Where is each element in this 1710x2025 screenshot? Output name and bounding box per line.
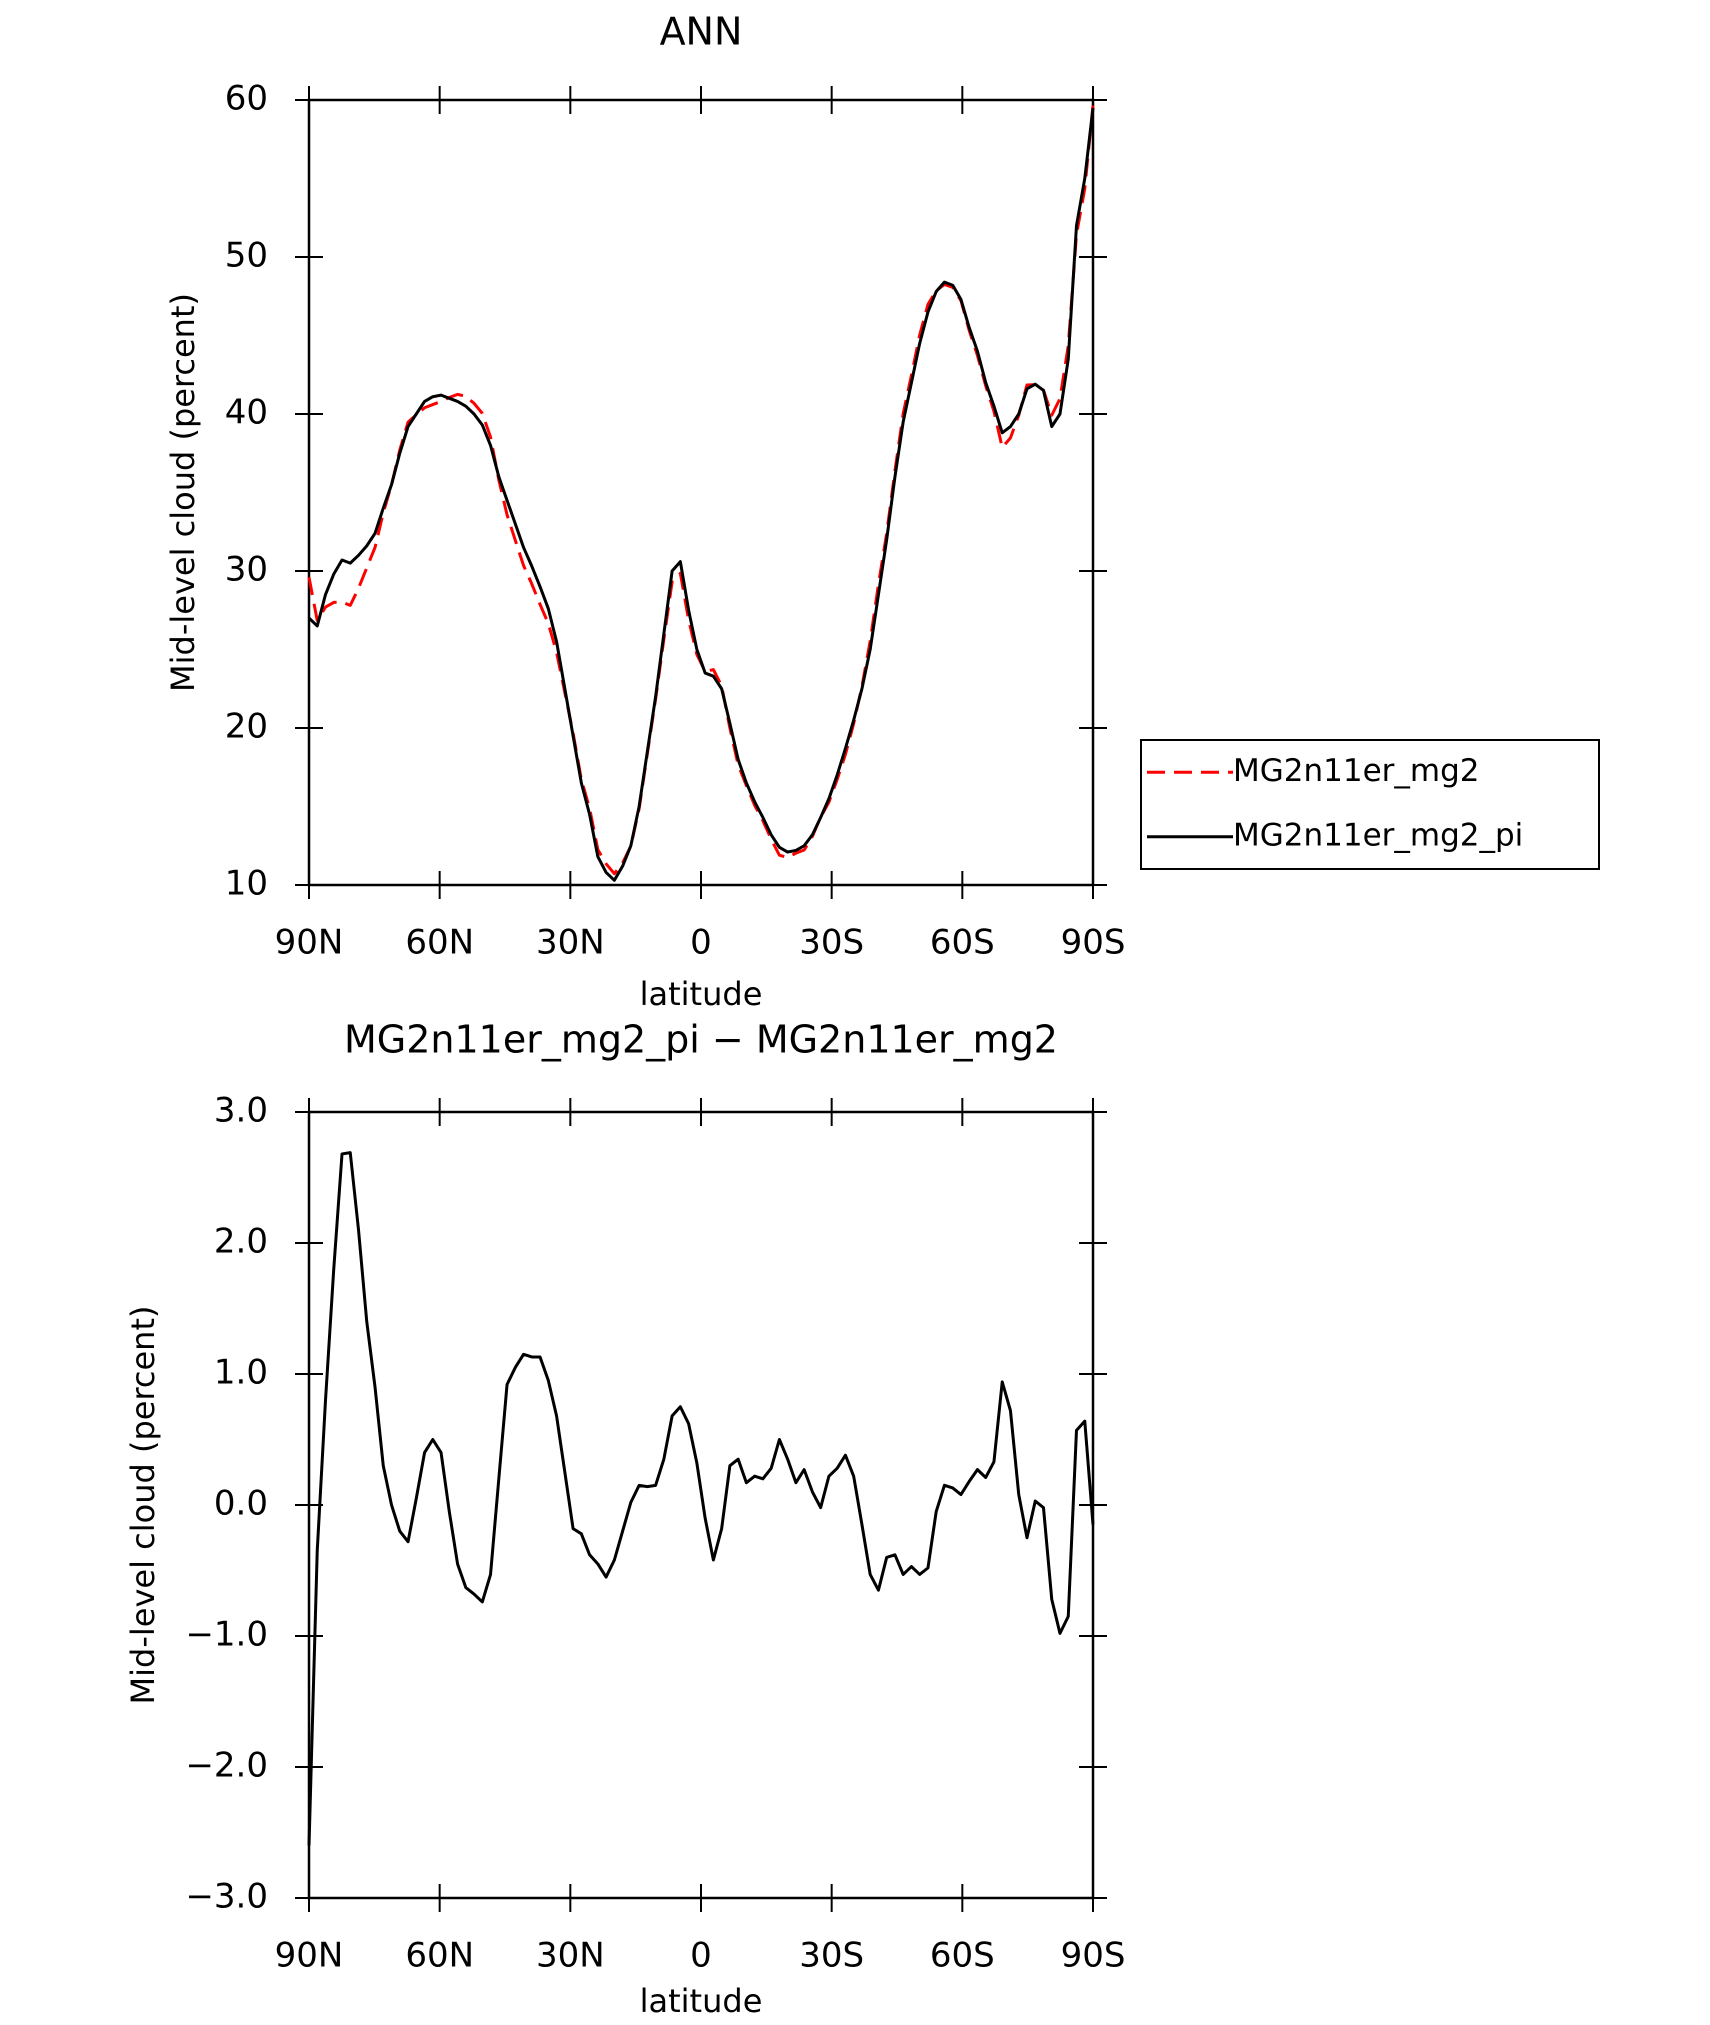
x-tick-label: 60S [930, 1936, 995, 1976]
y-axis-label: Mid-level cloud (percent) [164, 293, 202, 692]
x-tick-label: 0 [690, 923, 712, 963]
y-tick-label: 3.0 [214, 1091, 268, 1131]
legend-label: MG2n11er_mg2 [1233, 753, 1480, 789]
legend-box [1140, 739, 1600, 870]
y-tick-label: −2.0 [185, 1746, 268, 1786]
y-tick-label: 60 [225, 79, 268, 119]
y-tick-label: 40 [225, 393, 268, 433]
x-tick-label: 60N [405, 923, 474, 963]
chart-title: MG2n11er_mg2_pi − MG2n11er_mg2 [344, 1018, 1058, 1062]
y-tick-label: 0.0 [214, 1484, 268, 1524]
y-tick-label: 2.0 [214, 1222, 268, 1262]
x-tick-label: 60N [405, 1936, 474, 1976]
x-tick-label: 30S [799, 1936, 864, 1976]
x-tick-label: 90S [1061, 1936, 1126, 1976]
x-tick-label: 30N [536, 1936, 605, 1976]
x-axis-label: latitude [640, 1982, 763, 2020]
x-tick-label: 30S [799, 923, 864, 963]
series-line [307, 1151, 1095, 1846]
plot-frame [307, 98, 1095, 887]
x-tick-label: 90N [275, 923, 344, 963]
y-tick-label: 50 [225, 236, 268, 276]
y-tick-label: −1.0 [185, 1615, 268, 1655]
chart-title: ANN [660, 10, 743, 54]
legend-label: MG2n11er_mg2_pi [1233, 817, 1523, 853]
x-axis-label: latitude [640, 975, 763, 1013]
x-tick-label: 30N [536, 923, 605, 963]
x-tick-label: 0 [690, 1936, 712, 1976]
y-tick-label: 30 [225, 550, 268, 590]
y-tick-label: 20 [225, 707, 268, 747]
series-line [307, 107, 1095, 882]
plot-frame [307, 1110, 1095, 1900]
y-tick-label: −3.0 [185, 1877, 268, 1917]
x-tick-label: 90S [1061, 923, 1126, 963]
x-tick-label: 60S [930, 923, 995, 963]
y-tick-label: 1.0 [214, 1353, 268, 1393]
y-tick-label: 10 [225, 864, 268, 904]
y-axis-label: Mid-level cloud (percent) [124, 1306, 162, 1705]
x-tick-label: 90N [275, 1936, 344, 1976]
series-line [307, 105, 1095, 876]
